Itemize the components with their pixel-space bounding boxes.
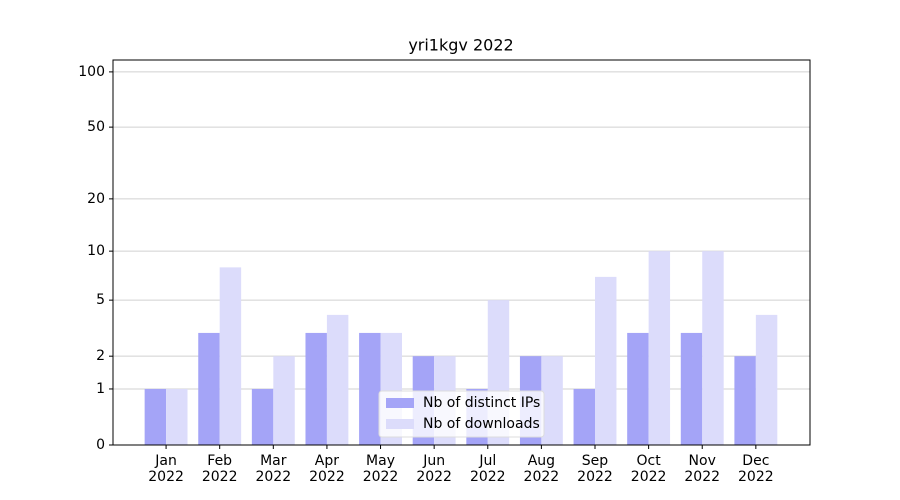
x-tick-label: Dec 2022 (738, 453, 774, 485)
bar (198, 332, 220, 445)
x-tick-label: Aug 2022 (523, 453, 560, 485)
y-tick-label: 10 (87, 243, 105, 259)
y-tick-label: 50 (87, 119, 105, 135)
bar (359, 332, 381, 445)
legend-swatch (386, 398, 414, 408)
y-tick-label: 0 (96, 437, 105, 453)
y-tick-label: 1 (96, 381, 105, 397)
legend-swatch (386, 419, 414, 429)
bar (573, 388, 596, 445)
x-tick-label: Feb 2022 (201, 453, 238, 485)
bar (627, 332, 649, 445)
x-tick-label: Jun 2022 (416, 453, 452, 485)
y-tick-label: 20 (87, 191, 105, 207)
plot-frame (112, 59, 811, 446)
bar (305, 332, 327, 445)
bar (680, 332, 703, 445)
x-tick-label: Jan 2022 (148, 453, 184, 485)
legend-label: Nb of distinct IPs (423, 395, 540, 411)
y-tick-label: 100 (78, 64, 105, 80)
bar (219, 267, 242, 445)
chart-title: yri1kgv 2022 (408, 36, 513, 55)
x-tick-label: Sep 2022 (577, 453, 613, 485)
bar (702, 251, 724, 445)
x-tick-label: Apr 2022 (309, 453, 345, 485)
legend: Nb of distinct IPs Nb of downloads (378, 390, 545, 438)
bar (541, 356, 563, 445)
x-tick-label: Oct 2022 (630, 453, 667, 485)
bar (648, 251, 671, 445)
y-tick-label: 2 (96, 348, 105, 364)
y-tick-label: 5 (96, 292, 105, 308)
bar (273, 356, 295, 445)
bar (595, 276, 617, 445)
bar (734, 356, 756, 445)
legend-label: Nb of downloads (423, 416, 540, 432)
x-tick-label: May 2022 (362, 453, 399, 485)
x-tick-label: Nov 2022 (684, 453, 721, 485)
bar (166, 388, 188, 445)
legend-box (378, 390, 545, 438)
bar (251, 388, 274, 445)
bar (326, 314, 349, 445)
bar (144, 388, 167, 445)
x-tick-label: Mar 2022 (255, 453, 292, 485)
x-tick-label: Jul 2022 (469, 453, 506, 485)
bar (755, 314, 778, 445)
